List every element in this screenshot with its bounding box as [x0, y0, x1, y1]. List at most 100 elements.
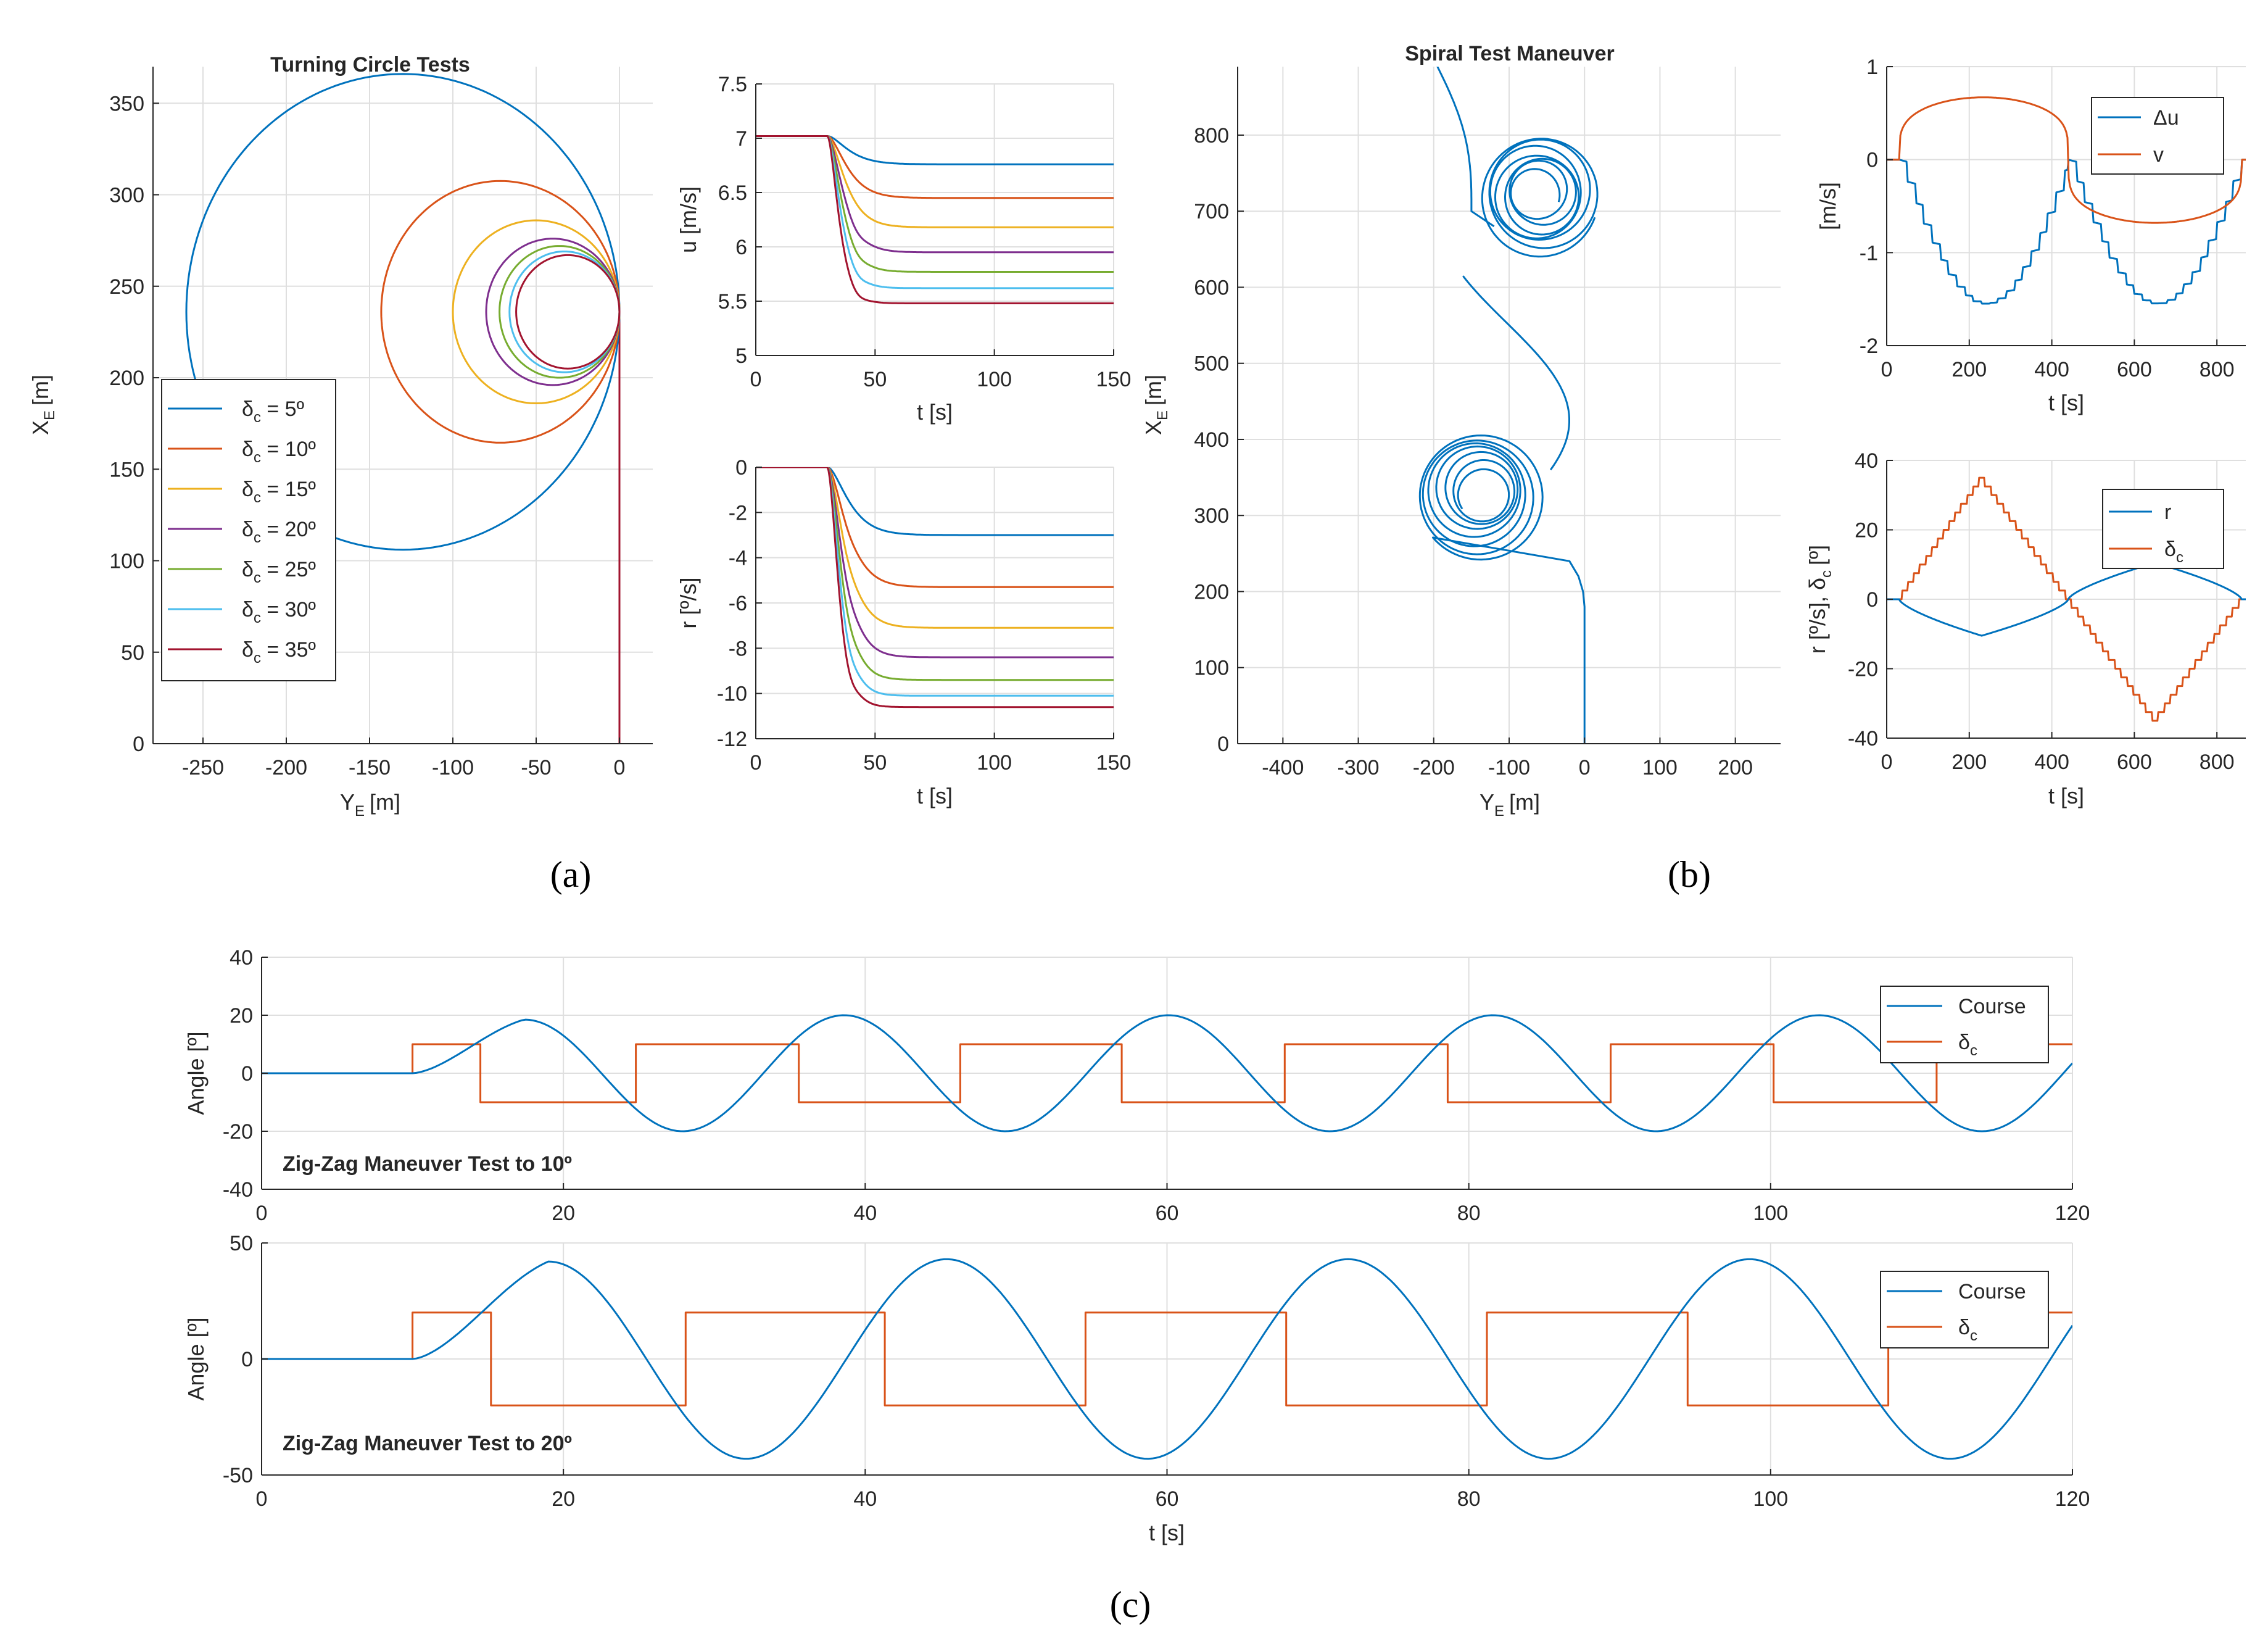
z10-annotation: Zig-Zag Maneuver Test to 10º	[283, 1152, 572, 1176]
r-delta-chart: 0 200 400 600 800 -40 -20 0 20 40 t [s] r [º/s], …	[1805, 449, 2246, 808]
u_speed-xtick-label: 0	[750, 368, 762, 391]
r_rate-series-4	[756, 467, 1114, 659]
r_rate-ytick-label: -4	[729, 547, 747, 570]
zigzag10-ytick-label: 0	[241, 1062, 253, 1086]
z20-legend-dc-label: δc	[1958, 1316, 1977, 1344]
du_v-xtick-label: 400	[2034, 358, 2069, 381]
spiral-ytick-label: 500	[1194, 352, 1229, 376]
turning-circle-3	[452, 219, 621, 404]
turning-circle-6	[508, 251, 621, 373]
u_speed-series-7	[756, 135, 1114, 304]
turning-ytick-label: 50	[121, 641, 144, 665]
r_delta-ytick-label: 0	[1866, 588, 1878, 612]
spiral-upper-path	[1481, 138, 1599, 258]
caption-c: (c)	[1110, 1584, 1151, 1625]
zigzag20-xtick-label: 0	[256, 1487, 268, 1511]
duv-du-line	[1887, 159, 2246, 305]
r_rate-series-3	[756, 467, 1114, 629]
r_delta-xtick-label: 200	[1951, 750, 1987, 774]
zigzag20-xtick-label: 60	[1156, 1487, 1179, 1511]
z20-legend: Course δc	[1880, 1271, 2049, 1348]
r_rate-series-7	[756, 467, 1114, 708]
r_rate-series-5	[756, 467, 1114, 681]
turning-circle-7	[515, 254, 621, 370]
du_v-ytick-label: 1	[1866, 56, 1878, 79]
spiral-x-label: YE [m]	[1480, 789, 1540, 820]
u-y-label: u [m/s]	[676, 186, 701, 253]
u_speed-ytick-label: 6	[735, 236, 747, 259]
zigzag10-course-line	[262, 1014, 2072, 1132]
rd-x-label: t [s]	[2048, 783, 2084, 808]
turning-ytick-label: 150	[109, 458, 144, 481]
turning-circle-4	[485, 238, 621, 386]
r_rate-ytick-label: -8	[729, 637, 747, 660]
du_v-ytick-label: -2	[1860, 334, 1878, 358]
z20-y-label: Angle [º]	[183, 1317, 209, 1400]
legend-dc-label: δc	[2164, 538, 2183, 566]
du_v-xtick-label: 200	[1951, 358, 1987, 381]
r_delta-ytick-label: 20	[1855, 519, 1878, 542]
turning-y-label: XE[m]	[28, 375, 58, 435]
z20-legend-course-label: Course	[1958, 1280, 2026, 1303]
spiral-chart-title: Spiral Test Maneuver	[1405, 42, 1615, 65]
r_rate-xtick-label: 100	[977, 751, 1012, 775]
zigzag10-ytick-label: 40	[230, 946, 253, 970]
spiral-xtick-label: -100	[1488, 756, 1530, 779]
turning-ytick-label: 350	[109, 92, 144, 115]
turning-legend-label: δc = 25º	[242, 558, 316, 586]
du_v-xtick-label: 600	[2117, 358, 2152, 381]
zigzag20-course-line	[262, 1258, 2072, 1460]
zigzag10-xtick-label: 40	[853, 1202, 877, 1225]
rd-legend: r δc	[2102, 489, 2224, 569]
turning-xtick-label: -250	[182, 756, 224, 779]
zigzag10-rudder-line	[262, 1043, 2072, 1103]
turning-ytick-label: 200	[109, 367, 144, 390]
r_delta-ytick-label: -20	[1848, 658, 1878, 681]
turning-legend: δc = 5º δc = 10º δc = 15º δc = 20º δc = 25º δ…	[161, 379, 336, 681]
u_speed-xtick-label: 50	[863, 368, 887, 391]
zigzag20-xtick-label: 120	[2055, 1487, 2090, 1511]
z10-y-label: Angle [º]	[183, 1031, 209, 1115]
r_delta-xtick-label: 0	[1881, 750, 1893, 774]
spiral-test-chart: -400 -300 -200 -100 0 100 200 0 100 200 300 400 500 6…	[1141, 42, 1781, 820]
caption-a: (a)	[550, 854, 592, 895]
u_speed-ytick-label: 5	[735, 344, 747, 368]
du_v-xtick-label: 0	[1881, 358, 1893, 381]
r_delta-xtick-label: 400	[2034, 750, 2069, 774]
u_speed-xtick-label: 100	[977, 368, 1012, 391]
zigzag20-xtick-label: 100	[1753, 1487, 1788, 1511]
spiral-xtick-label: 100	[1642, 756, 1678, 779]
r_rate-xtick-label: 50	[863, 751, 887, 775]
turning-xtick-label: -50	[521, 756, 551, 779]
spiral-exit-path	[1436, 67, 1495, 228]
r_rate-xtick-label: 150	[1096, 751, 1132, 775]
z10-legend: Course δc	[1880, 986, 2049, 1063]
u_speed-ytick-label: 7	[735, 127, 747, 151]
legend-du-label: Δu	[2153, 106, 2179, 130]
z20-x-label: t [s]	[1149, 1520, 1185, 1545]
turning-ytick-label: 100	[109, 550, 144, 573]
r_rate-ytick-label: -6	[729, 592, 747, 615]
r_rate-xtick-label: 0	[750, 751, 762, 775]
u_speed-ytick-label: 5.5	[718, 290, 747, 314]
turning-legend-label: δc = 15º	[242, 478, 316, 506]
turning-circle-1	[185, 73, 621, 551]
zigzag10-xtick-label: 0	[256, 1202, 268, 1225]
spiral-xtick-label: -400	[1262, 756, 1304, 779]
du_v-ytick-label: -1	[1860, 241, 1878, 265]
zigzag20-ytick-label: 0	[241, 1348, 253, 1371]
turning-legend-label: δc = 35º	[242, 638, 316, 667]
turning-legend-label: δc = 20º	[242, 518, 316, 546]
spiral-ytick-label: 700	[1194, 200, 1229, 223]
r-rate-chart: 0 50 100 150 -12 -10 -8 -6 -4 -2 0 t [s] r [º/s]	[676, 456, 1131, 808]
turning-xtick-label: -100	[432, 756, 474, 779]
turning-ytick-label: 0	[133, 733, 144, 756]
turning-xtick-label: 0	[614, 756, 626, 779]
zigzag20-xtick-label: 40	[853, 1487, 877, 1511]
spiral-ytick-label: 600	[1194, 276, 1229, 299]
r_delta-xtick-label: 800	[2200, 750, 2235, 774]
du_v-xtick-label: 800	[2200, 358, 2235, 381]
du_v-ytick-label: 0	[1866, 149, 1878, 172]
r-y-label: r [º/s]	[676, 577, 701, 628]
